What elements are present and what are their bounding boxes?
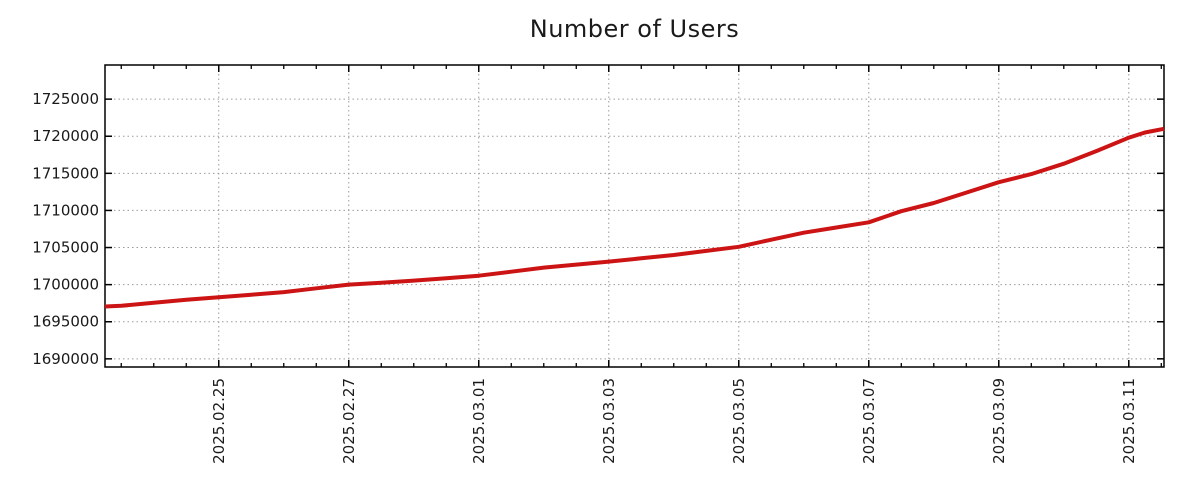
y-tick-label: 1700000 (32, 276, 99, 294)
y-tick-label: 1705000 (32, 239, 99, 257)
x-tick-label: 2025.02.27 (340, 378, 358, 464)
users-series-line (104, 126, 1165, 309)
x-tick-label: 2025.03.05 (730, 378, 748, 464)
y-tick-label: 1715000 (32, 164, 99, 182)
x-tick-label: 2025.03.09 (990, 378, 1008, 464)
x-tick-label: 2025.03.01 (470, 378, 488, 464)
x-tick-label: 2025.03.03 (600, 378, 618, 464)
y-tick-label: 1720000 (32, 127, 99, 145)
chart-title: Number of Users (529, 15, 740, 43)
y-tick-label: 1725000 (32, 90, 99, 108)
plot-border (104, 64, 1165, 368)
y-tick-label: 1690000 (32, 350, 99, 368)
x-tick-label: 2025.03.07 (860, 378, 878, 464)
x-tick-label: 2025.03.11 (1120, 378, 1138, 464)
y-tick-label: 1710000 (32, 201, 99, 219)
y-tick-label: 1695000 (32, 313, 99, 331)
x-tick-label: 2025.02.25 (210, 378, 228, 464)
